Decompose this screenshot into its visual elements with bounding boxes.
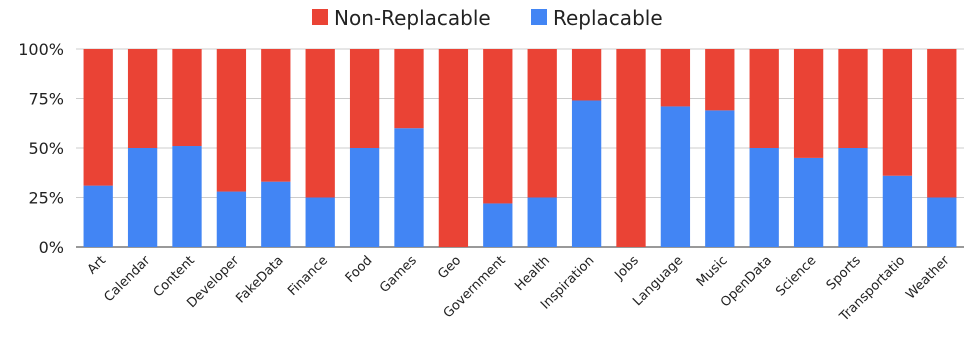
- x-tick-label: Food: [343, 253, 376, 286]
- bar-non-replacable-language: [660, 49, 691, 107]
- y-tick-label: 50%: [28, 139, 64, 158]
- bar-non-replacable-music: [705, 49, 735, 111]
- bar-non-replacable-opendata: [749, 49, 779, 148]
- bar-non-replacable-fakedata: [261, 49, 291, 182]
- x-tick-label: Art: [85, 253, 109, 277]
- bar-replacable-sports: [838, 148, 868, 247]
- x-tick-label: Health: [512, 253, 553, 294]
- y-tick-label: 75%: [28, 90, 64, 109]
- x-tick-label: Sports: [824, 253, 864, 293]
- x-tick-label: Games: [377, 253, 420, 296]
- x-tick-label: Jobs: [612, 253, 642, 283]
- y-tick-label: 0%: [39, 238, 64, 257]
- bar-non-replacable-games: [394, 49, 424, 129]
- legend-swatch: [312, 9, 328, 25]
- bar-replacable-health: [527, 197, 557, 247]
- bar-non-replacable-calendar: [127, 49, 158, 148]
- bar-replacable-fakedata: [261, 181, 291, 247]
- bar-replacable-food: [349, 148, 380, 247]
- bar-non-replacable-art: [83, 49, 113, 186]
- bar-replacable-calendar: [127, 148, 158, 247]
- bar-replacable-government: [483, 203, 513, 247]
- bar-replacable-music: [705, 110, 735, 247]
- bar-replacable-language: [660, 106, 691, 247]
- y-tick-label: 25%: [28, 189, 64, 208]
- bar-non-replacable-transportatio: [882, 49, 913, 176]
- legend-swatch: [531, 9, 547, 25]
- bar-replacable-weather: [927, 197, 957, 247]
- bar-replacable-developer: [216, 191, 247, 247]
- y-tick-label: 100%: [18, 40, 64, 59]
- legend-label: Replacable: [553, 6, 663, 30]
- gridlines: [76, 48, 964, 248]
- x-axis: ArtCalendarContentDeveloperFakeDataFinan…: [85, 253, 953, 325]
- bar-replacable-science: [793, 157, 824, 247]
- bar-non-replacable-health: [527, 49, 557, 198]
- legend-label: Non-Replacable: [334, 6, 491, 30]
- bar-non-replacable-government: [483, 49, 513, 204]
- legend: Non-Replacable Replacable: [312, 6, 663, 30]
- bar-non-replacable-inspiration: [571, 49, 602, 101]
- bar-non-replacable-jobs: [616, 49, 646, 247]
- bar-non-replacable-food: [349, 49, 380, 148]
- x-tick-label: Finance: [285, 253, 331, 299]
- bar-non-replacable-science: [793, 49, 824, 158]
- x-tick-label: Weather: [903, 253, 953, 303]
- bar-non-replacable-weather: [927, 49, 957, 198]
- bar-replacable-finance: [305, 197, 335, 247]
- bar-replacable-content: [172, 146, 202, 247]
- x-tick-label: Science: [773, 253, 819, 299]
- bar-non-replacable-developer: [216, 49, 247, 192]
- y-axis: 0% 25% 50% 75% 100%: [18, 40, 64, 257]
- x-tick-label: Geo: [435, 253, 464, 282]
- x-tick-label: FakeData: [233, 253, 286, 306]
- bar-replacable-transportatio: [882, 175, 913, 247]
- bar-replacable-games: [394, 128, 424, 247]
- bar-replacable-inspiration: [571, 100, 602, 247]
- bar-non-replacable-sports: [838, 49, 868, 148]
- x-tick-label: Music: [694, 253, 731, 290]
- bar-non-replacable-finance: [305, 49, 335, 198]
- x-tick-label: Calendar: [101, 253, 153, 305]
- bar-replacable-opendata: [749, 148, 779, 247]
- bar-non-replacable-geo: [438, 49, 469, 247]
- bar-non-replacable-content: [172, 49, 202, 147]
- bar-replacable-art: [83, 185, 113, 247]
- bars: [83, 49, 957, 247]
